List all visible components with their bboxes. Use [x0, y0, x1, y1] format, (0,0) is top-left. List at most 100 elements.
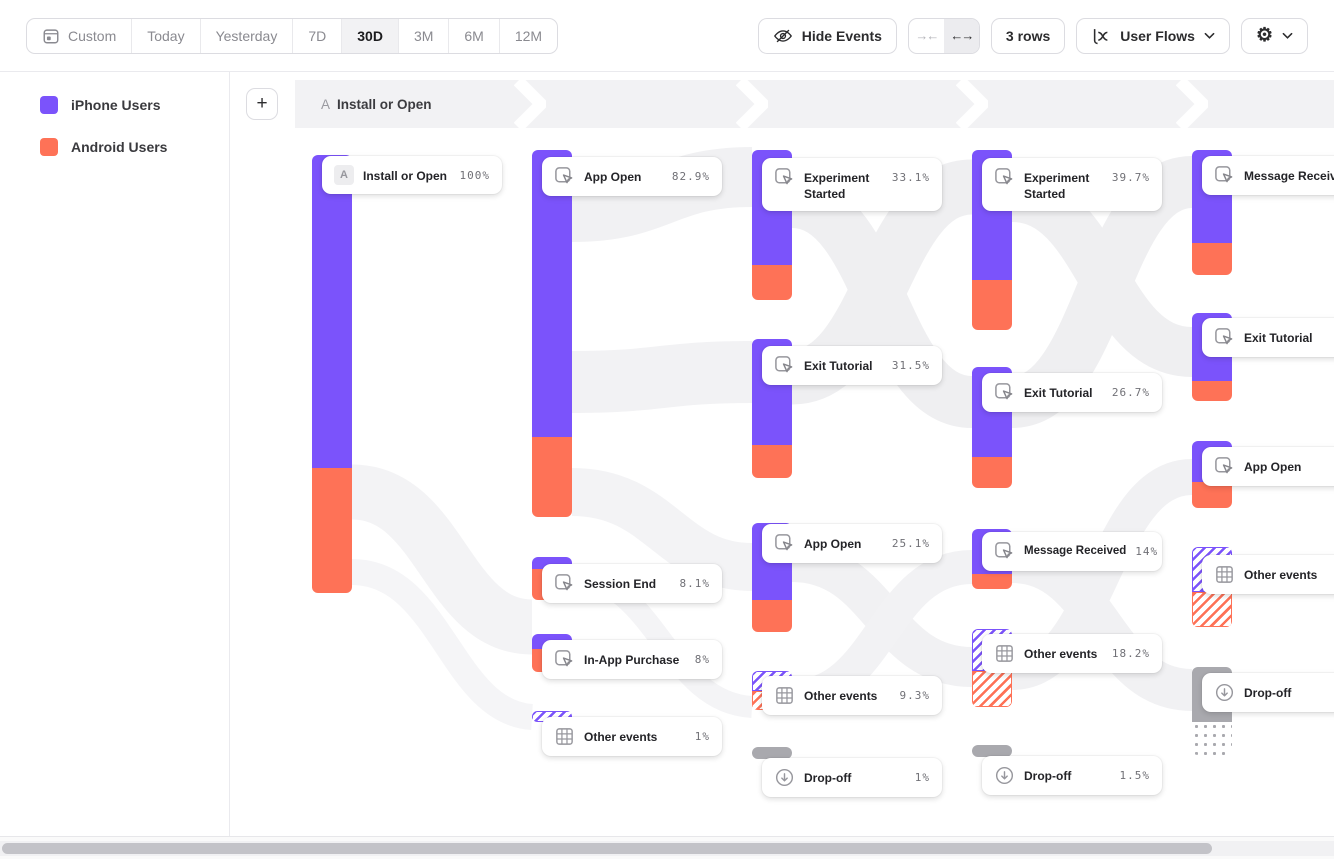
- event-icon: [554, 573, 575, 594]
- flow-node-message-received[interactable]: Message Received: [1202, 156, 1334, 195]
- view-selector-label: User Flows: [1120, 27, 1195, 44]
- legend-label: Android Users: [71, 139, 168, 155]
- node-percent: 39.7%: [1111, 171, 1150, 184]
- add-step-button[interactable]: +: [246, 88, 278, 120]
- flow-node-experiment-started[interactable]: Experiment Started 33.1%: [762, 158, 942, 212]
- event-icon: [774, 167, 795, 188]
- flow-node-other-events[interactable]: Other events 1%: [542, 717, 722, 756]
- date-range-label: 3M: [413, 27, 434, 44]
- legend-label: iPhone Users: [71, 97, 161, 113]
- plus-icon: +: [256, 93, 268, 114]
- flow-node-app-open[interactable]: App Open 25.1%: [762, 524, 942, 563]
- top-toolbar: Custom Today Yesterday 7D 30D 3M 6M 12M …: [0, 0, 1334, 72]
- node-percent: 1%: [694, 730, 710, 743]
- drop-off-icon: [1214, 682, 1235, 703]
- step-name: Install or Open: [337, 96, 432, 112]
- iphone-users-swatch: [40, 96, 58, 114]
- collapse-columns-button[interactable]: →←: [909, 19, 944, 53]
- node-percent: 82.9%: [671, 170, 710, 183]
- node-label: App Open: [804, 537, 862, 551]
- node-label: Install or Open: [363, 169, 448, 183]
- flow-node-message-received[interactable]: Message Received 14%: [982, 532, 1162, 571]
- date-range-control: Custom Today Yesterday 7D 30D 3M 6M 12M: [26, 17, 559, 54]
- node-percent: 8%: [694, 653, 710, 666]
- event-icon: [554, 166, 575, 187]
- node-percent: 8.1%: [679, 577, 710, 590]
- date-range-yesterday[interactable]: Yesterday: [201, 18, 294, 53]
- node-label: Other events: [1244, 568, 1318, 582]
- date-range-label: Yesterday: [215, 27, 278, 44]
- flow-node-other-events[interactable]: Other events 9.3%: [762, 676, 942, 715]
- node-percent: 1%: [914, 771, 930, 784]
- event-icon: [994, 541, 1015, 562]
- flow-node-other-events[interactable]: Other events: [1202, 555, 1334, 594]
- node-label: Other events: [584, 730, 658, 744]
- flow-node-drop-off[interactable]: Drop-off 1%: [762, 758, 942, 797]
- rows-button[interactable]: 3 rows: [990, 17, 1066, 54]
- settings-button[interactable]: ⚙: [1240, 17, 1308, 54]
- node-label: Other events: [804, 689, 878, 703]
- legend-item-iphone[interactable]: iPhone Users: [40, 96, 229, 114]
- legend-sidebar: iPhone Users Android Users: [0, 72, 230, 836]
- grid-icon: [554, 726, 575, 747]
- node-label: Message Received: [1024, 545, 1127, 557]
- node-percent: 18.2%: [1111, 647, 1150, 660]
- rows-label: 3 rows: [1005, 27, 1051, 44]
- event-icon: [1214, 456, 1235, 477]
- date-range-30d[interactable]: 30D: [342, 18, 399, 53]
- flow-bar-install-or-open[interactable]: [312, 155, 352, 593]
- date-range-7d[interactable]: 7D: [293, 18, 343, 53]
- step-header-label: A Install or Open: [321, 97, 432, 112]
- flow-node-exit-tutorial[interactable]: Exit Tutorial 31.5%: [762, 346, 942, 385]
- date-range-3m[interactable]: 3M: [399, 18, 450, 53]
- view-selector-button[interactable]: User Flows: [1076, 17, 1230, 54]
- step-a-badge: A: [334, 165, 354, 185]
- legend-item-android[interactable]: Android Users: [40, 138, 229, 156]
- flow-node-drop-off[interactable]: Drop-off 1.5%: [982, 756, 1162, 795]
- flow-node-other-events[interactable]: Other events 18.2%: [982, 634, 1162, 673]
- flow-node-exit-tutorial[interactable]: Exit Tutorial 26.7%: [982, 373, 1162, 412]
- node-percent: 31.5%: [891, 359, 930, 372]
- flow-node-exit-tutorial[interactable]: Exit Tutorial: [1202, 318, 1334, 357]
- node-percent: 1.5%: [1119, 769, 1150, 782]
- scrollbar-thumb[interactable]: [2, 843, 1212, 854]
- eye-off-icon: [773, 26, 793, 46]
- step-badge: A: [321, 96, 331, 112]
- collapse-icon: →←: [915, 28, 939, 43]
- node-label: In-App Purchase: [584, 653, 680, 667]
- expand-columns-button[interactable]: ←→: [943, 18, 979, 53]
- flow-bar-drop-off[interactable]: [752, 747, 792, 759]
- date-range-6m[interactable]: 6M: [449, 18, 500, 53]
- node-label: Session End: [584, 577, 657, 591]
- flow-bar-drop-off[interactable]: [972, 745, 1012, 757]
- step-chevron-icon: [1176, 80, 1208, 128]
- node-label: Drop-off: [804, 771, 852, 785]
- user-flows-icon: [1091, 26, 1111, 46]
- flow-bar-app-open[interactable]: [532, 150, 572, 517]
- node-label: Experiment Started: [1024, 171, 1090, 202]
- hide-events-button[interactable]: Hide Events: [757, 17, 897, 54]
- flow-node-drop-off[interactable]: Drop-off: [1202, 673, 1334, 712]
- step-header-band[interactable]: A Install or Open: [295, 80, 1334, 128]
- node-label: Experiment Started: [804, 171, 870, 202]
- flow-node-app-open[interactable]: App Open 82.9%: [542, 157, 722, 196]
- gear-icon: ⚙: [1255, 25, 1273, 46]
- node-percent: 33.1%: [891, 171, 930, 184]
- drop-off-icon: [774, 767, 795, 788]
- node-percent: 100%: [459, 169, 490, 182]
- flow-node-experiment-started[interactable]: Experiment Started 39.7%: [982, 158, 1162, 212]
- flow-node-session-end[interactable]: Session End 8.1%: [542, 564, 722, 603]
- flow-node-app-open[interactable]: App Open: [1202, 447, 1334, 486]
- step-chevron-icon: [736, 80, 768, 128]
- date-range-label: Custom: [68, 27, 117, 44]
- toolbar-right-tools: Hide Events →← ←→ 3 rows User Flows ⚙: [757, 17, 1308, 54]
- step-chevron-icon: [956, 80, 988, 128]
- node-label: Message Received: [1244, 169, 1334, 183]
- flow-node-install-or-open[interactable]: A Install or Open 100%: [322, 156, 502, 194]
- node-label: Exit Tutorial: [1024, 386, 1093, 400]
- flow-node-in-app-purchase[interactable]: In-App Purchase 8%: [542, 640, 722, 679]
- hide-events-label: Hide Events: [801, 27, 882, 44]
- date-range-custom[interactable]: Custom: [27, 18, 133, 53]
- date-range-today[interactable]: Today: [132, 18, 201, 53]
- date-range-12m[interactable]: 12M: [500, 19, 557, 53]
